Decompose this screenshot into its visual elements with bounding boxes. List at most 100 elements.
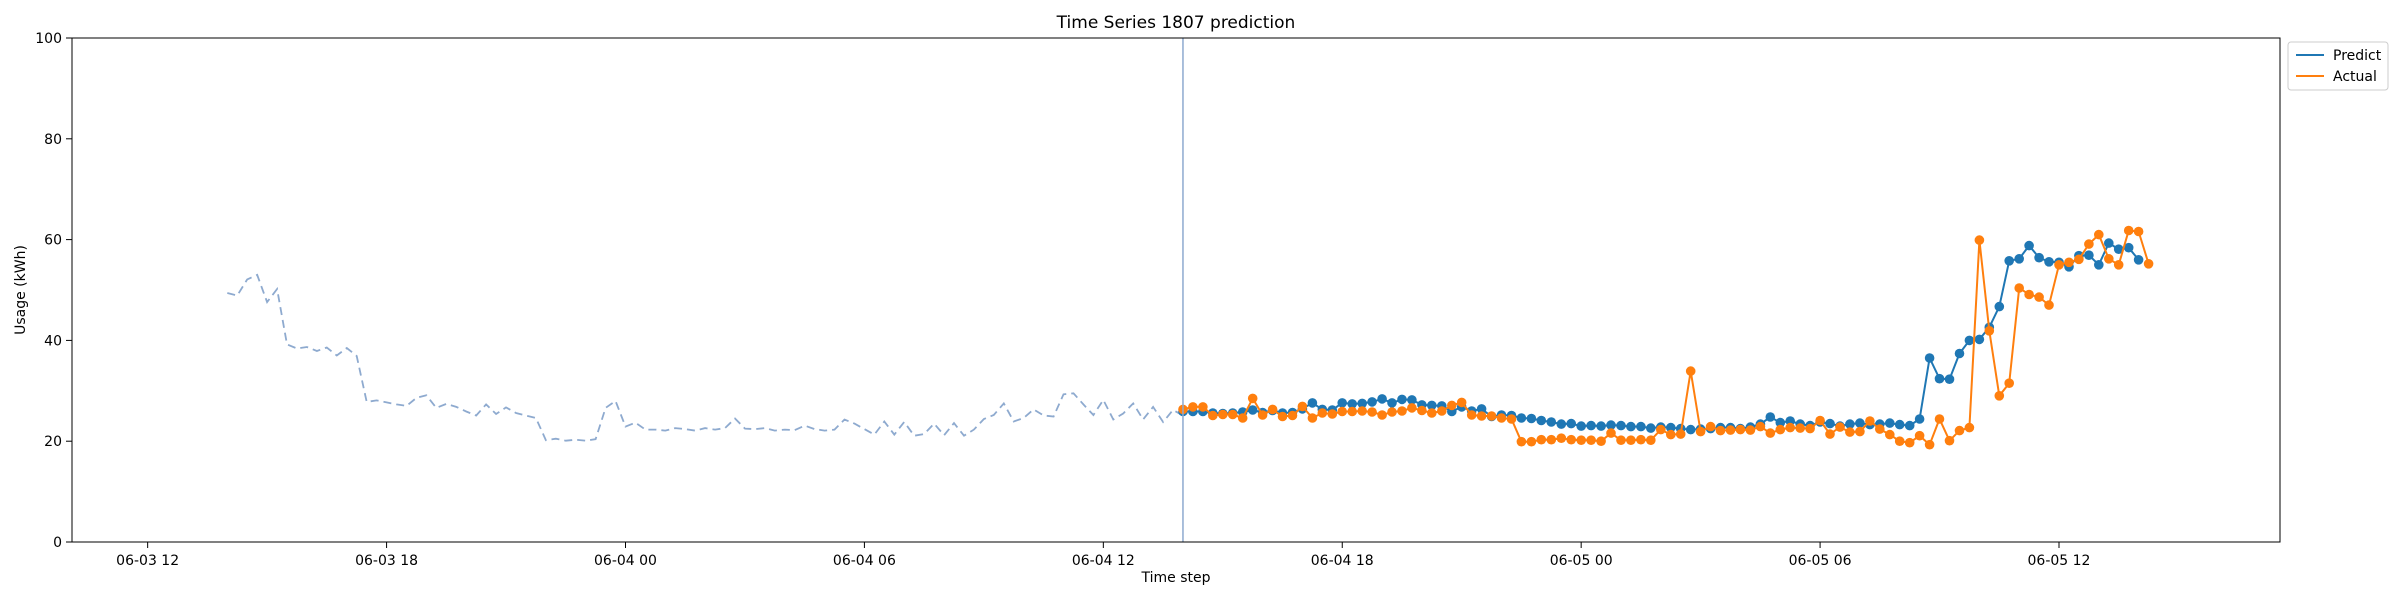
predict-point [2104,238,2114,248]
predict-point [1626,421,1636,432]
actual-point [1317,408,1328,418]
actual-point [1875,424,1885,434]
actual-point [1218,409,1228,420]
predict-point [1407,395,1417,405]
predict-point [1556,419,1567,429]
actual-point [1994,391,2005,401]
predict-point [1516,413,1527,423]
predict-point [1377,394,1387,404]
x-tick-label: 06-04 06 [833,553,896,569]
y-tick-label: 40 [44,333,62,349]
actual-point [1904,437,1915,448]
predict-point [1606,420,1616,430]
actual-point [2054,260,2064,270]
actual-point [2104,253,2114,264]
predict-point [1576,421,1586,431]
predict-point [2044,257,2054,267]
actual-point [1775,424,1786,435]
predict-point [1307,398,1318,408]
actual-point [1885,429,1895,440]
actual-point [1208,410,1218,421]
predict-point [1347,399,1357,409]
predict-point [1974,334,1985,345]
actual-point [1407,403,1417,413]
predict-point [1357,398,1367,409]
series-layer [1178,225,2154,450]
actual-point [1606,428,1616,438]
actual-point [1626,435,1636,446]
actual-point [1357,406,1367,416]
actual-point [1725,425,1736,435]
actual-point [1437,406,1447,416]
predict-point [1536,415,1547,426]
actual-point [1506,414,1517,424]
actual-point [1427,408,1437,418]
actual-point [1795,423,1805,433]
predict-point [1775,417,1786,428]
predict-point [1885,418,1895,428]
actual-point [1277,411,1288,422]
predict-point [1894,419,1905,430]
actual-point [1456,397,1467,408]
actual-point [1705,421,1716,432]
predict-point [1526,413,1537,424]
predict-point [2034,252,2044,263]
actual-point [1556,433,1567,444]
legend-actual-label: Actual [2333,69,2377,85]
x-tick-label: 06-04 18 [1311,553,1374,569]
predict-point [1845,419,1855,429]
x-tick-label: 06-05 12 [2028,553,2091,569]
actual-point [1267,404,1278,415]
legend: Predict Actual [2287,41,2389,91]
actual-point [1695,426,1706,437]
actual-point [1417,405,1427,416]
plot-area [227,38,2154,542]
y-tick-label: 60 [44,233,62,249]
actual-point [1596,436,1606,447]
predict-point [1914,414,1925,424]
actual-point [1476,411,1487,421]
actual-point [1765,428,1776,438]
history-line [227,273,1184,442]
predict-point [2094,260,2104,270]
actual-series [1178,225,2154,450]
predict-point [1476,404,1487,414]
predict-point [1924,353,1935,363]
actual-point [1636,434,1646,445]
actual-point [2143,259,2154,269]
actual-point [2004,378,2014,389]
actual-point [1347,406,1357,417]
actual-point [1466,410,1477,420]
actual-point [1297,401,1308,412]
actual-point [2084,239,2094,249]
predict-point [1427,400,1437,411]
predict-point [2024,240,2034,251]
actual-point [1576,435,1586,446]
actual-point [1188,402,1198,412]
plot-frame [71,37,2281,543]
predict-point [1616,420,1626,431]
actual-point [1486,411,1497,421]
actual-point [1805,423,1815,434]
actual-point [2133,226,2144,237]
actual-point [1327,409,1338,419]
actual-point [2064,257,2074,268]
actual-point [1377,410,1387,420]
actual-point [1865,416,1875,426]
actual-point [2123,225,2134,236]
actual-point [1198,402,1208,412]
actual-point [1536,434,1547,445]
y-axis-label: Usage (kWh) [13,245,29,335]
actual-point [1685,366,1696,376]
y-tick-label: 0 [53,535,62,551]
actual-point [2034,292,2044,302]
actual-point [1944,435,1955,446]
predict-point [2133,254,2144,265]
y-tick-label: 80 [44,132,62,148]
actual-point [1755,421,1766,432]
actual-point [1566,434,1576,445]
predict-point [2014,253,2024,264]
actual-point [1367,407,1377,417]
actual-point [1656,424,1666,435]
